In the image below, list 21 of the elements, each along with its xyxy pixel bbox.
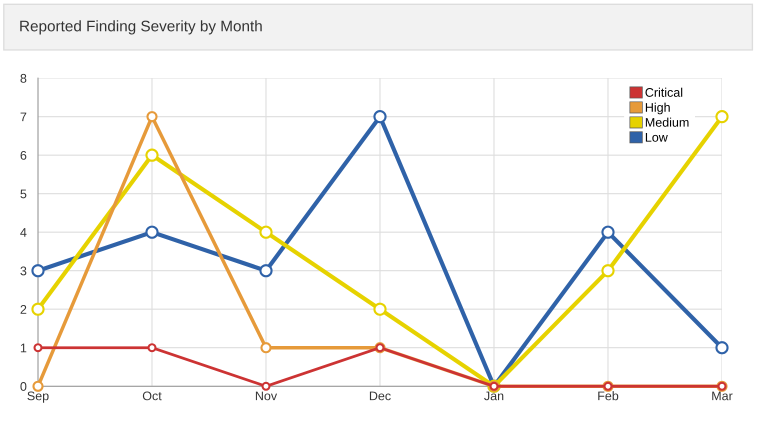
x-tick-label: Feb [598,391,618,400]
x-tick-label: Jan [484,392,504,400]
legend-label: Medium [646,118,688,127]
chart-title: Reported Finding Severity by Month [20,20,262,34]
y-tick-label: 1 [20,344,26,352]
y-tick-label: 3 [20,266,26,276]
y-tick-label: 5 [20,190,26,198]
y-tick-label: 7 [20,112,26,122]
y-tick-label: 2 [20,305,26,314]
legend-label: Critical [645,88,682,97]
x-tick-label: Dec [370,392,391,400]
legend-label: Low [646,133,668,142]
x-tick-label: Sep [27,391,49,403]
y-tick-label: 8 [20,74,26,83]
x-tick-label: Nov [256,392,278,400]
x-tick-label: Oct [142,391,162,400]
y-tick-label: 0 [20,382,26,391]
y-tick-label: 6 [20,150,26,160]
y-tick-label: 4 [20,228,27,237]
x-tick-label: Mar [712,392,733,400]
legend-label: High [646,102,670,114]
